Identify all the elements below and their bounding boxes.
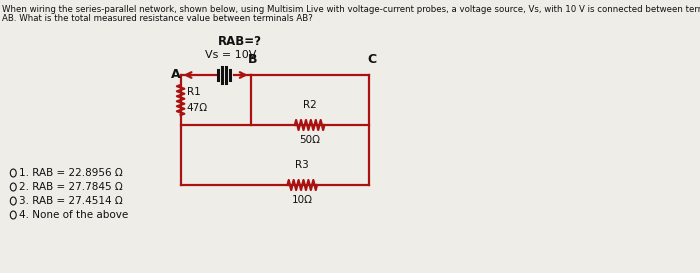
Text: 50Ω: 50Ω [299, 135, 320, 145]
Text: C: C [367, 53, 377, 66]
Text: R3: R3 [295, 160, 309, 170]
Text: When wiring the series-parallel network, shown below, using Multisim Live with v: When wiring the series-parallel network,… [2, 5, 700, 14]
Text: AB. What is the total measured resistance value between terminals AB?: AB. What is the total measured resistanc… [2, 14, 313, 23]
Text: A: A [171, 68, 181, 81]
Text: R2: R2 [303, 100, 316, 110]
Text: 47Ω: 47Ω [186, 103, 208, 113]
Text: B: B [248, 53, 257, 66]
Text: 10Ω: 10Ω [292, 195, 313, 205]
Text: 2. RAB = 27.7845 Ω: 2. RAB = 27.7845 Ω [19, 182, 123, 192]
Text: 4. None of the above: 4. None of the above [19, 210, 128, 220]
Text: RAB=?: RAB=? [218, 35, 262, 48]
Text: 3. RAB = 27.4514 Ω: 3. RAB = 27.4514 Ω [19, 196, 123, 206]
Text: R1: R1 [186, 87, 200, 97]
Text: 1. RAB = 22.8956 Ω: 1. RAB = 22.8956 Ω [19, 168, 123, 178]
Text: Vs = 10V: Vs = 10V [205, 50, 256, 60]
